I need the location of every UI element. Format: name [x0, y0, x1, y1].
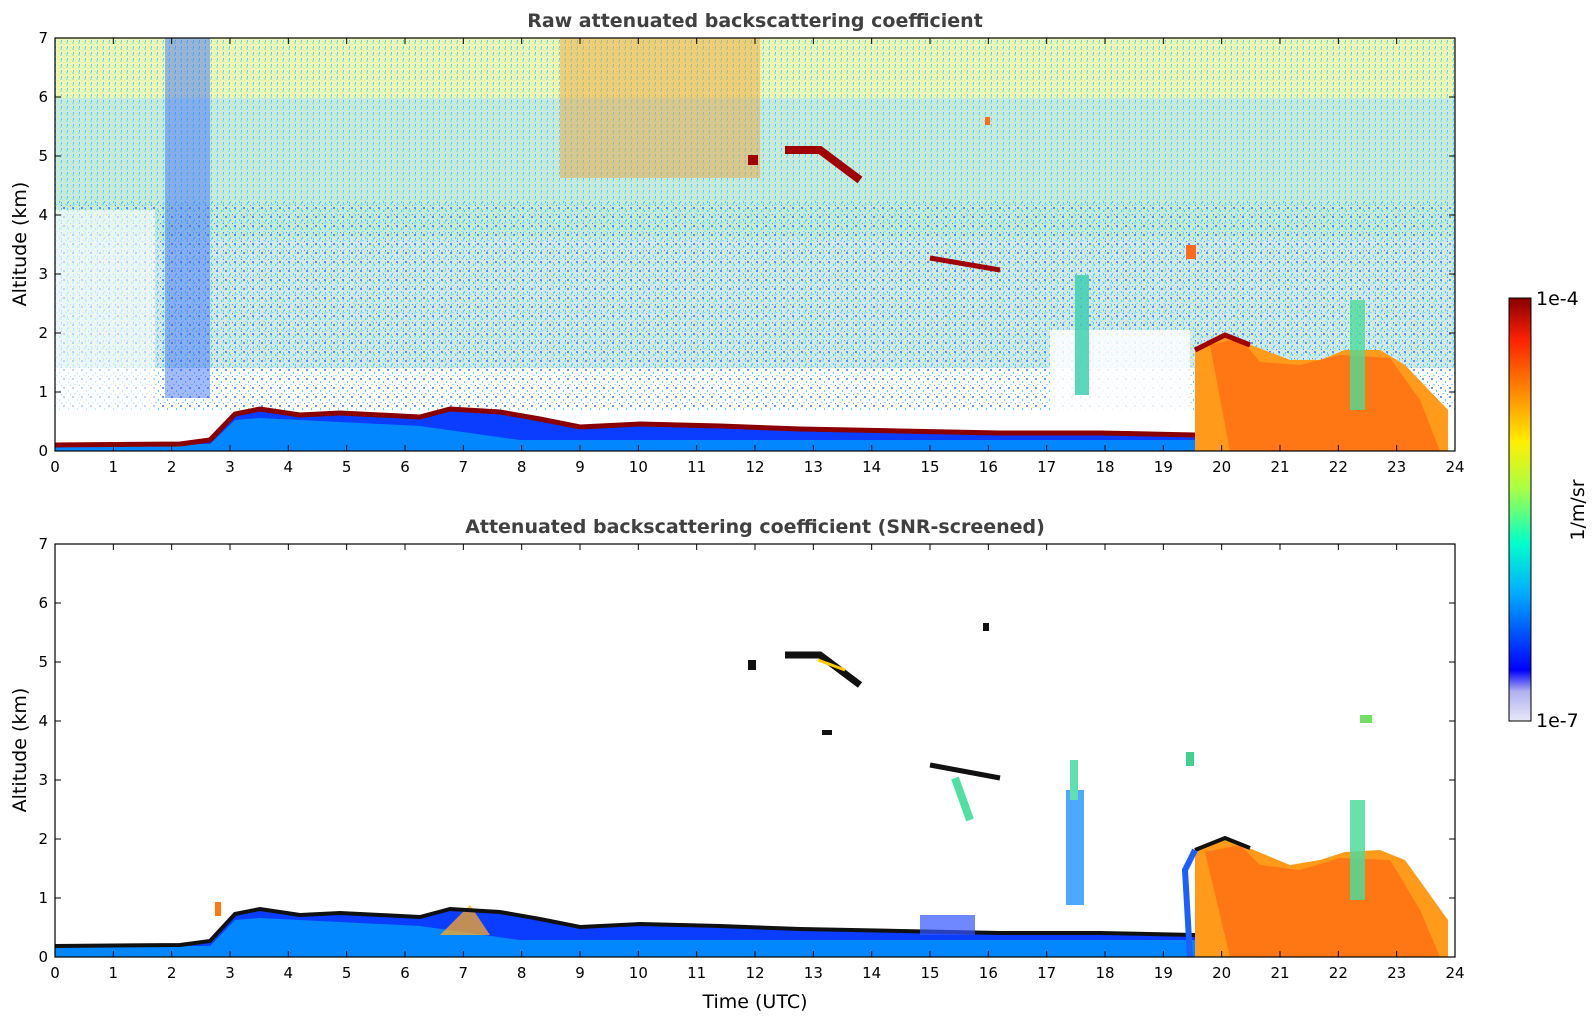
x-tick-label: 7: [459, 964, 469, 982]
x-tick-label: 1: [109, 458, 119, 476]
x-tick-label: 11: [687, 964, 706, 982]
x-tick-label: 10: [629, 964, 648, 982]
colorbar-gradient: [1508, 297, 1532, 722]
colorbar: 1e-4 1e-7 1/m/sr: [1508, 288, 1589, 732]
x-tick-label: 8: [517, 964, 527, 982]
colorbar-unit-label: 1/m/sr: [1567, 479, 1589, 540]
panel-screened-x-ticks: 0 1 2 3 4 5 6 7 8 9 10 11 12 13 14 15 16 17 18 19 20 21 22 23 24: [50, 544, 1465, 982]
y-tick-label: 5: [38, 653, 48, 671]
x-tick-label: 2: [167, 458, 177, 476]
x-tick-label: 1: [109, 964, 119, 982]
x-tick-label: 15: [920, 964, 939, 982]
x-tick-label: 8: [517, 458, 527, 476]
y-tick-label: 6: [38, 594, 48, 612]
x-tick-label: 6: [400, 964, 410, 982]
x-tick-label: 18: [1095, 964, 1114, 982]
colorbar-max-label: 1e-4: [1536, 288, 1579, 310]
y-tick-label: 7: [38, 29, 48, 47]
x-tick-label: 5: [342, 458, 352, 476]
x-tick-label: 14: [862, 964, 881, 982]
panel-raw-heatmap: [55, 38, 1455, 451]
panel-raw-title: Raw attenuated backscattering coefficien…: [527, 10, 983, 32]
x-tick-label: 2: [167, 964, 177, 982]
y-tick-label: 2: [38, 324, 48, 342]
x-tick-label: 22: [1329, 458, 1348, 476]
panel-screened-title: Attenuated backscattering coefficient (S…: [465, 516, 1045, 538]
x-tick-label: 19: [1154, 964, 1173, 982]
panel-screened-ylabel: Altitude (km): [9, 688, 31, 813]
y-tick-label: 6: [38, 88, 48, 106]
x-tick-label: 24: [1445, 458, 1464, 476]
x-tick-label: 4: [284, 964, 294, 982]
colorbar-min-label: 1e-7: [1536, 710, 1579, 732]
x-tick-label: 11: [687, 458, 706, 476]
x-tick-label: 12: [745, 458, 764, 476]
x-tick-label: 23: [1387, 458, 1406, 476]
x-tick-label: 9: [575, 458, 585, 476]
x-tick-label: 16: [979, 458, 998, 476]
x-tick-label: 21: [1270, 964, 1289, 982]
y-tick-label: 5: [38, 147, 48, 165]
x-tick-label: 0: [50, 458, 60, 476]
panel-screened-heatmap: [55, 544, 1455, 957]
x-tick-label: 10: [629, 458, 648, 476]
y-tick-label: 4: [38, 206, 48, 224]
y-tick-label: 3: [38, 265, 48, 283]
panel-screened-xlabel: Time (UTC): [701, 991, 807, 1013]
y-tick-label: 1: [38, 383, 48, 401]
x-tick-label: 12: [745, 964, 764, 982]
x-tick-label: 14: [862, 458, 881, 476]
x-tick-label: 0: [50, 964, 60, 982]
panel-screened: Attenuated backscattering coefficient (S…: [9, 516, 1465, 1013]
y-tick-label: 4: [38, 712, 48, 730]
x-tick-label: 17: [1037, 458, 1056, 476]
x-tick-label: 20: [1212, 458, 1231, 476]
x-tick-label: 7: [459, 458, 469, 476]
x-tick-label: 13: [804, 964, 823, 982]
x-tick-label: 23: [1387, 964, 1406, 982]
x-tick-label: 3: [225, 458, 235, 476]
x-tick-label: 5: [342, 964, 352, 982]
y-tick-label: 2: [38, 830, 48, 848]
x-tick-label: 4: [284, 458, 294, 476]
panel-raw: Raw attenuated backscattering coefficien…: [9, 10, 1465, 476]
x-tick-label: 17: [1037, 964, 1056, 982]
x-tick-label: 3: [225, 964, 235, 982]
x-tick-label: 22: [1329, 964, 1348, 982]
x-tick-label: 15: [920, 458, 939, 476]
x-tick-label: 6: [400, 458, 410, 476]
x-tick-label: 13: [804, 458, 823, 476]
panel-raw-x-ticks: 0 1 2 3 4 5 6 7 8 9 10 11 12 13 14 15 16 17 18 19 20 21 22 23 24: [50, 38, 1465, 476]
panel-screened-y-ticks: 0 1 2 3 4 5 6 7: [38, 535, 1455, 966]
x-tick-label: 9: [575, 964, 585, 982]
y-tick-label: 1: [38, 889, 48, 907]
x-tick-label: 20: [1212, 964, 1231, 982]
y-tick-label: 3: [38, 771, 48, 789]
panel-raw-y-ticks: 0 1 2 3 4 5 6 7: [38, 29, 1455, 460]
y-tick-label: 0: [38, 948, 48, 966]
x-tick-label: 18: [1095, 458, 1114, 476]
x-tick-label: 19: [1154, 458, 1173, 476]
panel-raw-ylabel: Altitude (km): [9, 182, 31, 307]
x-tick-label: 21: [1270, 458, 1289, 476]
y-tick-label: 7: [38, 535, 48, 553]
x-tick-label: 24: [1445, 964, 1464, 982]
y-tick-label: 0: [38, 442, 48, 460]
x-tick-label: 16: [979, 964, 998, 982]
